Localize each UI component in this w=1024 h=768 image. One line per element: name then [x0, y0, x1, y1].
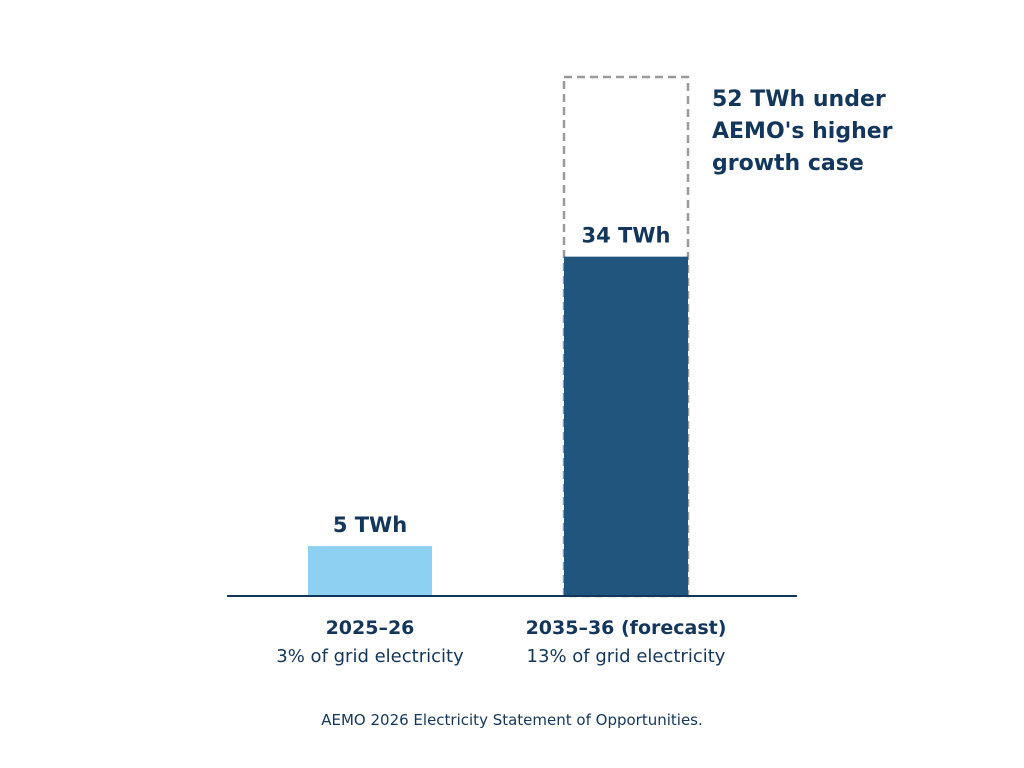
category-note: 13% of grid electricity	[527, 646, 726, 667]
category-label: 2025–26	[326, 617, 415, 639]
scenario-annotation-line: growth case	[712, 151, 864, 176]
labels-layer: 52 TWh under AEMO's higher growth case 5 TW…	[276, 87, 892, 667]
bar	[308, 546, 432, 596]
bar-value-label: 34 TWh	[582, 224, 671, 248]
source-note: AEMO 2026 Electricity Statement of Oppor…	[321, 711, 703, 729]
bar	[564, 256, 688, 596]
scenario-annotation-line: AEMO's higher	[712, 119, 893, 144]
scenario-annotation-line: 52 TWh under	[712, 87, 886, 112]
category-note: 3% of grid electricity	[276, 646, 464, 667]
bar-value-label: 5 TWh	[333, 513, 407, 537]
bars-layer	[308, 256, 688, 596]
category-label: 2035–36 (forecast)	[526, 617, 727, 639]
